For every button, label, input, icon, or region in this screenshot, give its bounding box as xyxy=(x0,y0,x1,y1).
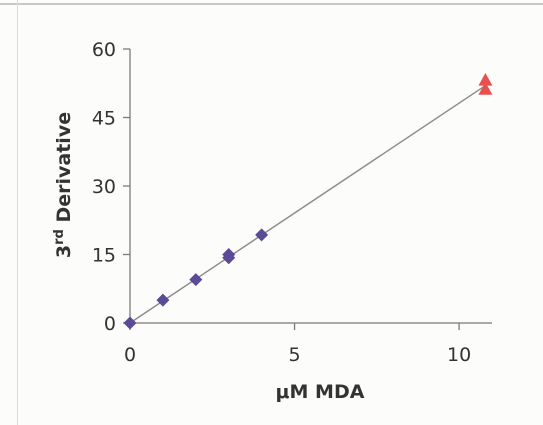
y-tick-label: 15 xyxy=(92,245,116,267)
y-axis-title-base: 3 xyxy=(53,245,75,258)
data-points xyxy=(123,73,493,330)
triangle-point xyxy=(478,82,493,95)
diamond-point xyxy=(222,248,236,261)
x-axis-title: μM MDA xyxy=(276,381,365,403)
triangle-point xyxy=(478,73,493,86)
y-tick-label: 30 xyxy=(92,176,116,198)
y-axis-title-superscript: rd xyxy=(52,229,67,245)
tick-labels: 0 15 30 45 60 0 5 10 xyxy=(92,39,471,366)
x-tick-label: 5 xyxy=(288,344,300,366)
y-tick-label: 45 xyxy=(92,108,116,130)
diamond-point xyxy=(156,293,170,307)
y-tick-label: 0 xyxy=(104,313,116,335)
x-tick-label: 0 xyxy=(124,344,136,366)
trendline xyxy=(129,84,486,324)
diamond-point xyxy=(255,228,269,242)
frame-border-top xyxy=(0,3,543,5)
y-axis-title: 3rd Derivative xyxy=(52,112,75,258)
trendline-group xyxy=(129,84,486,324)
y-axis-title-rest: Derivative xyxy=(53,112,75,229)
frame-border-left xyxy=(17,0,18,425)
diamond-point xyxy=(123,316,137,330)
y-tick-label: 60 xyxy=(92,39,116,61)
x-tick-label: 10 xyxy=(447,344,471,366)
axes xyxy=(123,48,492,330)
diamond-point xyxy=(189,273,203,287)
